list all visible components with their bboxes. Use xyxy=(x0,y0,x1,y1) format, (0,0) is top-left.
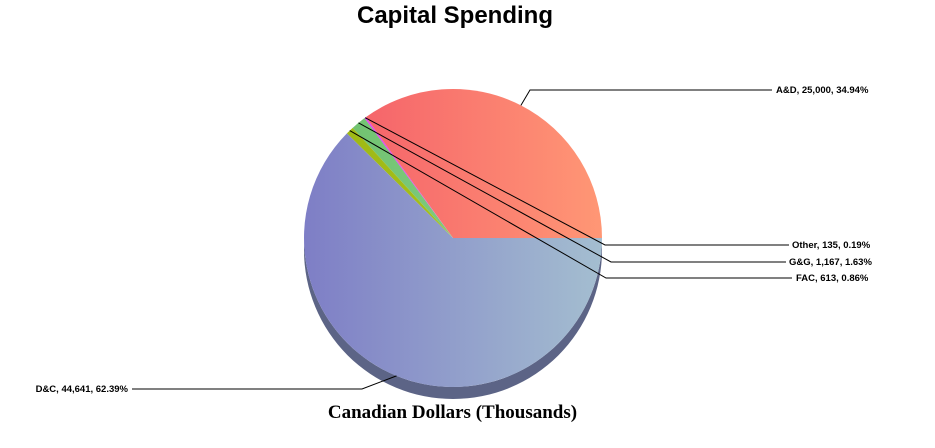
slice-label: A&D, 25,000, 34.94% xyxy=(776,85,869,96)
pie-slices xyxy=(304,88,602,387)
pie-slice-fac xyxy=(346,127,453,238)
x-axis-label: Canadian Dollars (Thousands) xyxy=(327,402,578,423)
chart-title: Capital Spending xyxy=(356,2,553,29)
pie-slice-other xyxy=(364,117,453,238)
leader-line xyxy=(520,89,772,106)
slice-label: FAC, 613, 0.86% xyxy=(796,273,869,284)
leader-line xyxy=(349,130,792,279)
leader-line xyxy=(364,117,789,246)
leader-line xyxy=(358,122,786,263)
pie-slice-d-c xyxy=(304,133,602,387)
leader-line xyxy=(132,375,397,390)
slice-label: G&G, 1,167, 1.63% xyxy=(789,257,872,268)
pie-labels: A&D, 25,000, 34.94% Other, 135, 0.19% G&G,… xyxy=(36,85,873,395)
pie-slice-g-g xyxy=(352,118,453,238)
pie-slice-a-d xyxy=(365,88,602,238)
slice-label: Other, 135, 0.19% xyxy=(792,240,871,251)
slice-label: D&C, 44,641, 62.39% xyxy=(36,384,129,395)
